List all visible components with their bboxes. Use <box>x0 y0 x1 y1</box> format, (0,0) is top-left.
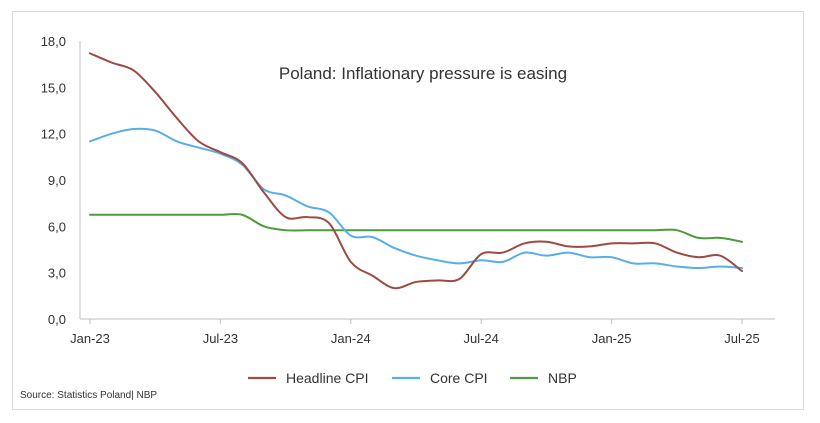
legend-label-core-cpi: Core CPI <box>430 370 488 386</box>
chart-plot-area <box>89 52 743 290</box>
legend-label-headline-cpi: Headline CPI <box>286 370 369 386</box>
y-tick-label: 3,0 <box>48 266 66 281</box>
series-line-nbp <box>89 212 743 243</box>
series-line-headline-cpi <box>89 52 743 290</box>
legend-label-nbp: NBP <box>548 370 577 386</box>
chart-frame <box>12 11 804 410</box>
chart-legend: Headline CPI Core CPI NBP <box>248 370 577 386</box>
x-tick-label: Jul-24 <box>463 331 498 346</box>
y-tick-label: 15,0 <box>41 80 66 95</box>
x-tick-label: Jan-23 <box>70 331 110 346</box>
y-tick-label: 0,0 <box>48 312 66 327</box>
chart-axes: 0,0 3,0 6,0 9,0 12,0 15,0 18,0 Jan-23 Jul-23 Jan-… <box>41 34 775 346</box>
chart-source: Source: Statistics Poland| NBP <box>20 390 157 401</box>
y-tick-label: 9,0 <box>48 173 66 188</box>
y-tick-label: 12,0 <box>41 127 66 142</box>
y-tick-label: 18,0 <box>41 34 66 49</box>
x-tick-label: Jan-24 <box>331 331 371 346</box>
x-tick-label: Jan-25 <box>592 331 632 346</box>
x-tick-label: Jul-23 <box>203 331 238 346</box>
y-tick-label: 6,0 <box>48 219 66 234</box>
chart-title: Poland: Inflationary pressure is easing <box>279 64 567 83</box>
series-line-core-cpi <box>89 127 743 270</box>
x-tick-label: Jul-25 <box>724 331 759 346</box>
